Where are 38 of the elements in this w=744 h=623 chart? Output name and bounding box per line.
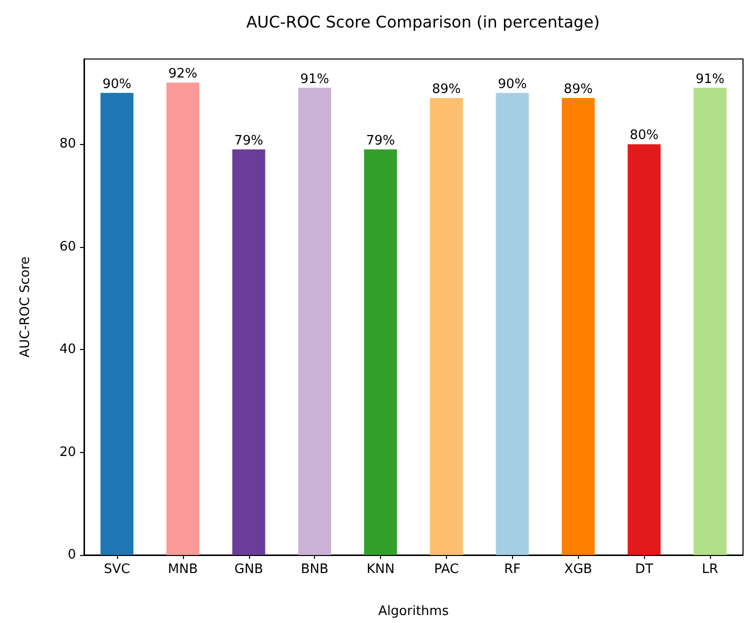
y-tick-label: 80: [59, 136, 76, 152]
x-tick-label: MNB: [168, 562, 198, 577]
bar: [562, 98, 595, 555]
x-tick-label: GNB: [234, 562, 264, 577]
data-label: 80%: [630, 128, 659, 144]
data-label: 92%: [168, 66, 198, 82]
data-label: 90%: [102, 76, 132, 92]
y-tick-label: 20: [59, 444, 76, 460]
y-tick-label: 40: [59, 342, 76, 358]
bar: [100, 92, 134, 555]
data-label: 79%: [366, 133, 396, 148]
bar: [166, 82, 200, 555]
y-tick-label: 60: [59, 239, 76, 254]
x-tick-label: BNB: [300, 562, 328, 577]
bar: [232, 149, 266, 555]
x-tick-label: DT: [635, 562, 654, 577]
x-axis-title: Algorithms: [378, 604, 449, 619]
data-label: 79%: [234, 133, 264, 148]
data-label: 91%: [696, 72, 725, 87]
bar: [694, 88, 727, 555]
bar: [298, 88, 332, 555]
x-tick-label: PAC: [434, 562, 459, 577]
x-tick-label: RF: [504, 562, 521, 577]
bar: [496, 92, 529, 555]
x-tick-label: KNN: [366, 562, 395, 577]
x-tick-label: LR: [702, 562, 718, 577]
bar: [628, 144, 661, 555]
data-label: 89%: [432, 82, 461, 98]
data-label: 91%: [300, 72, 330, 87]
bar: [430, 98, 463, 555]
y-tick-label: 0: [68, 548, 76, 562]
y-axis-title: AUC-ROC Score: [18, 256, 33, 358]
x-tick-label: XGB: [564, 562, 592, 577]
bar: [364, 149, 398, 555]
x-tick-label: SVC: [104, 562, 130, 577]
data-label: 89%: [564, 82, 593, 98]
chart-title: AUC-ROC Score Comparison (in percentage): [246, 12, 600, 32]
data-label: 90%: [498, 76, 527, 92]
